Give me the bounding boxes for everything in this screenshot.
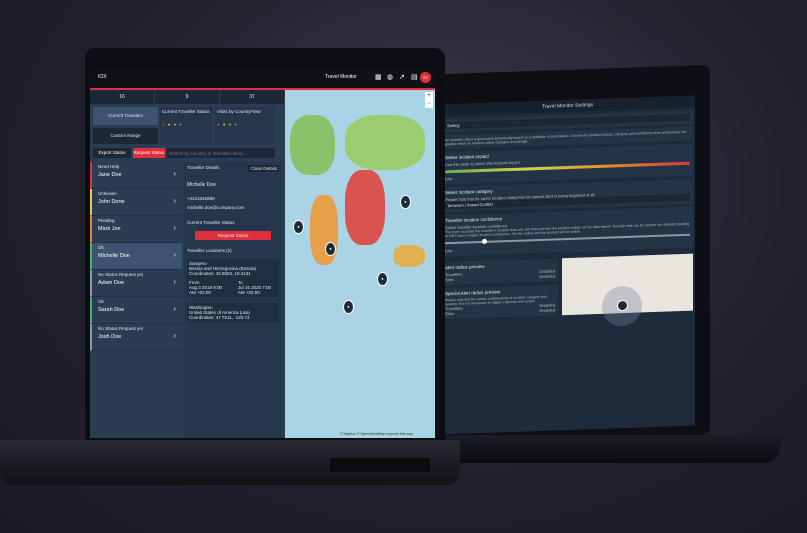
- chevron-right-icon: ›: [173, 250, 176, 259]
- confidence-section: Traveller location confidence Select tra…: [442, 206, 693, 257]
- traveller-status: Ok: [98, 245, 104, 250]
- traveller-name: Michelle Doe: [98, 253, 130, 259]
- impact-section: Select incident impact Use the slider to…: [442, 143, 693, 185]
- country-summary: Visits by Country/Year ●●●●: [215, 107, 275, 144]
- accent-line: [90, 88, 435, 90]
- location-city: Sarajevo: [189, 261, 207, 266]
- to-label: To: [237, 280, 243, 285]
- close-details-button[interactable]: Close Details: [248, 165, 279, 172]
- traveller-name: Adam Doe: [98, 280, 124, 286]
- chevron-right-icon: ›: [173, 304, 176, 313]
- chart-icon[interactable]: ↗: [399, 74, 405, 81]
- map-attribution: © Mapbox © OpenStreetMap Improve this ma…: [340, 432, 414, 436]
- special-row-value: Disabled: [539, 307, 555, 313]
- special-row-label: Sites: [445, 310, 454, 317]
- traveller-status: Pending: [98, 218, 115, 223]
- preview-map[interactable]: [562, 253, 693, 327]
- details-email: michelle.doe@company.com: [187, 205, 245, 210]
- traveller-pin-icon[interactable]: ●: [293, 220, 304, 234]
- locations-heading: Traveller Locations (2): [187, 248, 232, 253]
- globe-icon[interactable]: ◍: [387, 74, 394, 81]
- tab-travellers[interactable]: 16: [90, 90, 155, 104]
- laptop-ports: [330, 458, 430, 472]
- traveller-pin-icon[interactable]: ●: [325, 242, 336, 256]
- tab-bar: 16 9 37: [90, 90, 285, 104]
- brand-logo: IOX: [98, 74, 107, 80]
- chevron-right-icon: ›: [173, 169, 176, 178]
- request-status-button[interactable]: Request Status: [133, 148, 165, 158]
- details-request-button[interactable]: Request Status: [195, 231, 271, 240]
- list-item[interactable]: No Status Request yet Josh Doe ›: [90, 324, 182, 351]
- current-travelers-tile[interactable]: Current Travelers: [93, 107, 158, 125]
- chevron-right-icon: ›: [173, 196, 176, 205]
- alert-row-label: Sites: [445, 276, 454, 283]
- left-panel: 16 9 37 Current Travelers Custom Range C…: [90, 90, 285, 438]
- traveller-status: No Status Request yet: [98, 326, 144, 331]
- chevron-right-icon: ›: [173, 277, 176, 286]
- alert-row-value: Disabled: [539, 273, 555, 279]
- avatar[interactable]: ST: [420, 72, 431, 83]
- location-coordinates: Coordinates: 43.8563, 18.4131: [189, 271, 251, 276]
- traveller-name: Josh Doe: [98, 334, 122, 340]
- list-item[interactable]: No Status Request yet Adam Doe ›: [90, 270, 182, 297]
- calendar-icon[interactable]: ▤: [411, 74, 418, 81]
- details-title: Traveller Details: [187, 165, 220, 170]
- search-input[interactable]: [167, 148, 275, 158]
- map-land-africa: [345, 170, 385, 245]
- travel-monitor-screen: IOX Travel Monitor ▦ ◍ ↗ ▤ ST 16 9 37 Cu…: [90, 68, 435, 438]
- location-country: Bosnia and Herzegovina (Bosnia): [189, 266, 257, 271]
- traveller-name: Sarah Doe: [98, 307, 125, 313]
- traveller-pin-icon[interactable]: ●: [377, 272, 388, 286]
- list-item[interactable]: Pending Mark Joe ›: [90, 216, 182, 243]
- export-status-button[interactable]: Export Status: [93, 148, 131, 158]
- top-bar: IOX Travel Monitor ▦ ◍ ↗ ▤ ST: [90, 68, 435, 88]
- traveller-pin-icon[interactable]: ●: [400, 195, 411, 209]
- location-card: Washington United States of America (usa…: [187, 303, 279, 322]
- status-summary: Current Traveller Status ●●●●: [160, 107, 212, 144]
- settings-screen: Travel Monitor Settings Setting An incid…: [440, 95, 695, 435]
- chevron-right-icon: ›: [173, 223, 176, 232]
- traveller-status: Unknown: [98, 191, 117, 196]
- map-land-north-america: [290, 115, 335, 175]
- tab-incidents[interactable]: 9: [155, 90, 220, 104]
- location-country: United States of America (usa): [189, 310, 251, 315]
- traveller-name: Mark Joe: [98, 226, 121, 232]
- list-item[interactable]: Need Help Jane Doe ›: [90, 162, 182, 189]
- from-label: From: [189, 280, 200, 285]
- to-date: Jul 16 2020 7:00 AM +02:00: [237, 285, 272, 295]
- location-city: Washington: [189, 305, 213, 310]
- tab-sites[interactable]: 37: [220, 90, 285, 104]
- traveller-status: Need Help: [98, 164, 120, 169]
- traveller-list: Need Help Jane Doe › Unknown John Done › Pen…: [90, 162, 182, 351]
- traveller-details: Traveller Details Close Details Michelle …: [184, 162, 282, 438]
- list-item[interactable]: Ok Michelle Doe ›: [90, 243, 182, 270]
- from-date: Aug 3 2019 9:00 AM +02:00: [189, 285, 223, 295]
- details-name: Michelle Doe: [187, 182, 216, 188]
- map-land-australia: [393, 245, 425, 267]
- app-title[interactable]: Travel Monitor: [325, 74, 357, 80]
- details-phone: +4412345689: [187, 196, 215, 201]
- chevron-right-icon: ›: [173, 331, 176, 340]
- traveller-name: Jane Doe: [98, 172, 122, 178]
- list-item[interactable]: Unknown John Done ›: [90, 189, 182, 216]
- alert-preview: Alert radius preview Travellers Disabled …: [442, 258, 558, 286]
- status-heading: Current Traveller Status: [162, 109, 210, 114]
- traveller-status: Ok: [98, 299, 104, 304]
- traveller-status: No Status Request yet: [98, 272, 144, 277]
- world-map[interactable]: ● ● ● ● ● + − © Mapbox © OpenStreetMap Im…: [285, 90, 435, 438]
- map-icon[interactable]: ▦: [375, 74, 382, 81]
- traveller-pin-icon[interactable]: ●: [343, 300, 354, 314]
- country-heading: Visits by Country/Year: [217, 109, 262, 114]
- location-card: Sarajevo Bosnia and Herzegovina (Bosnia)…: [187, 259, 279, 297]
- custom-range-tile[interactable]: Custom Range: [93, 128, 158, 144]
- location-coordinates: Coordinates: 47.7511, -120.74: [189, 315, 250, 320]
- list-item[interactable]: Ok Sarah Doe ›: [90, 297, 182, 324]
- map-land-eurasia: [345, 115, 425, 170]
- special-preview: Special Alert radius preview Please note…: [442, 284, 558, 320]
- traveller-name: John Done: [98, 199, 125, 205]
- zoom-control[interactable]: + −: [425, 92, 433, 108]
- current-status-label: Current Traveller Status: [187, 220, 235, 225]
